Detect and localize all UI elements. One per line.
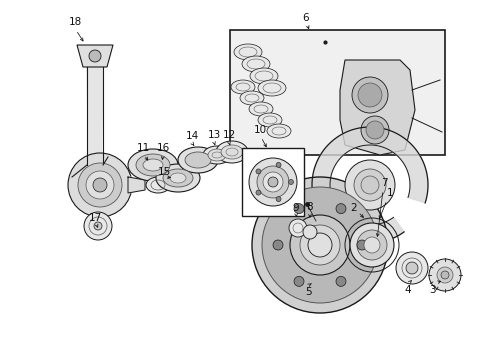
Polygon shape (361, 225, 377, 245)
Polygon shape (339, 60, 414, 155)
Ellipse shape (142, 159, 163, 171)
Ellipse shape (170, 173, 185, 183)
Circle shape (94, 222, 102, 230)
Polygon shape (311, 127, 427, 243)
Circle shape (353, 169, 385, 201)
Circle shape (356, 240, 366, 250)
Circle shape (272, 240, 283, 250)
Circle shape (293, 204, 304, 213)
Ellipse shape (242, 56, 269, 72)
Circle shape (78, 163, 122, 207)
Ellipse shape (240, 91, 264, 105)
Ellipse shape (258, 113, 282, 127)
Text: 4: 4 (404, 285, 410, 295)
Text: 8: 8 (306, 202, 313, 212)
Circle shape (255, 190, 261, 195)
Ellipse shape (203, 146, 230, 164)
Bar (229, 30, 444, 155)
Polygon shape (128, 177, 145, 193)
Ellipse shape (128, 149, 178, 181)
Ellipse shape (163, 169, 193, 187)
Ellipse shape (178, 147, 218, 173)
Circle shape (360, 116, 388, 144)
Circle shape (68, 153, 132, 217)
Text: 14: 14 (185, 131, 198, 141)
Circle shape (299, 225, 339, 265)
Ellipse shape (266, 124, 290, 138)
Circle shape (363, 237, 379, 253)
Circle shape (405, 262, 417, 274)
Circle shape (345, 160, 394, 210)
Ellipse shape (258, 80, 285, 96)
Ellipse shape (207, 149, 225, 161)
Text: 7: 7 (380, 178, 386, 188)
Text: 2: 2 (350, 203, 357, 213)
Circle shape (349, 223, 393, 267)
Circle shape (395, 252, 427, 284)
Text: 6: 6 (302, 13, 309, 23)
Circle shape (365, 121, 383, 139)
Text: 18: 18 (68, 17, 81, 27)
Circle shape (289, 215, 349, 275)
Text: 10: 10 (253, 125, 266, 135)
Circle shape (356, 230, 386, 260)
Circle shape (276, 162, 281, 167)
Circle shape (307, 233, 331, 257)
Ellipse shape (216, 141, 247, 163)
Circle shape (276, 197, 281, 202)
Text: 17: 17 (88, 213, 102, 223)
Circle shape (335, 204, 346, 213)
Text: 16: 16 (156, 143, 169, 153)
Text: 9: 9 (292, 203, 299, 213)
Ellipse shape (249, 68, 278, 84)
Circle shape (288, 180, 293, 184)
Ellipse shape (146, 177, 170, 193)
Circle shape (428, 259, 460, 291)
Circle shape (262, 187, 377, 303)
Circle shape (93, 178, 107, 192)
Ellipse shape (234, 44, 262, 60)
Circle shape (257, 166, 288, 198)
Text: 5: 5 (304, 287, 311, 297)
Circle shape (251, 177, 387, 313)
Text: 15: 15 (157, 167, 170, 177)
Text: 12: 12 (222, 130, 235, 140)
Ellipse shape (156, 164, 200, 192)
Circle shape (436, 267, 452, 283)
Circle shape (89, 50, 101, 62)
Circle shape (440, 271, 448, 279)
Polygon shape (87, 67, 103, 175)
Text: 13: 13 (207, 130, 220, 140)
Circle shape (263, 172, 283, 192)
Circle shape (255, 169, 261, 174)
Circle shape (351, 77, 387, 113)
Circle shape (248, 158, 296, 206)
Circle shape (86, 171, 114, 199)
Ellipse shape (221, 145, 243, 159)
Circle shape (360, 176, 378, 194)
Circle shape (335, 276, 346, 286)
Polygon shape (77, 45, 113, 67)
Circle shape (303, 225, 316, 239)
Ellipse shape (248, 102, 272, 116)
Circle shape (293, 276, 304, 286)
Circle shape (357, 83, 381, 107)
Ellipse shape (230, 80, 254, 94)
Circle shape (267, 177, 278, 187)
Text: 11: 11 (136, 143, 149, 153)
Bar (242, 148, 304, 216)
Circle shape (288, 219, 306, 237)
Ellipse shape (184, 152, 210, 168)
Text: 1: 1 (386, 188, 392, 198)
Text: 3: 3 (428, 285, 434, 295)
Circle shape (84, 212, 112, 240)
Ellipse shape (136, 154, 170, 176)
